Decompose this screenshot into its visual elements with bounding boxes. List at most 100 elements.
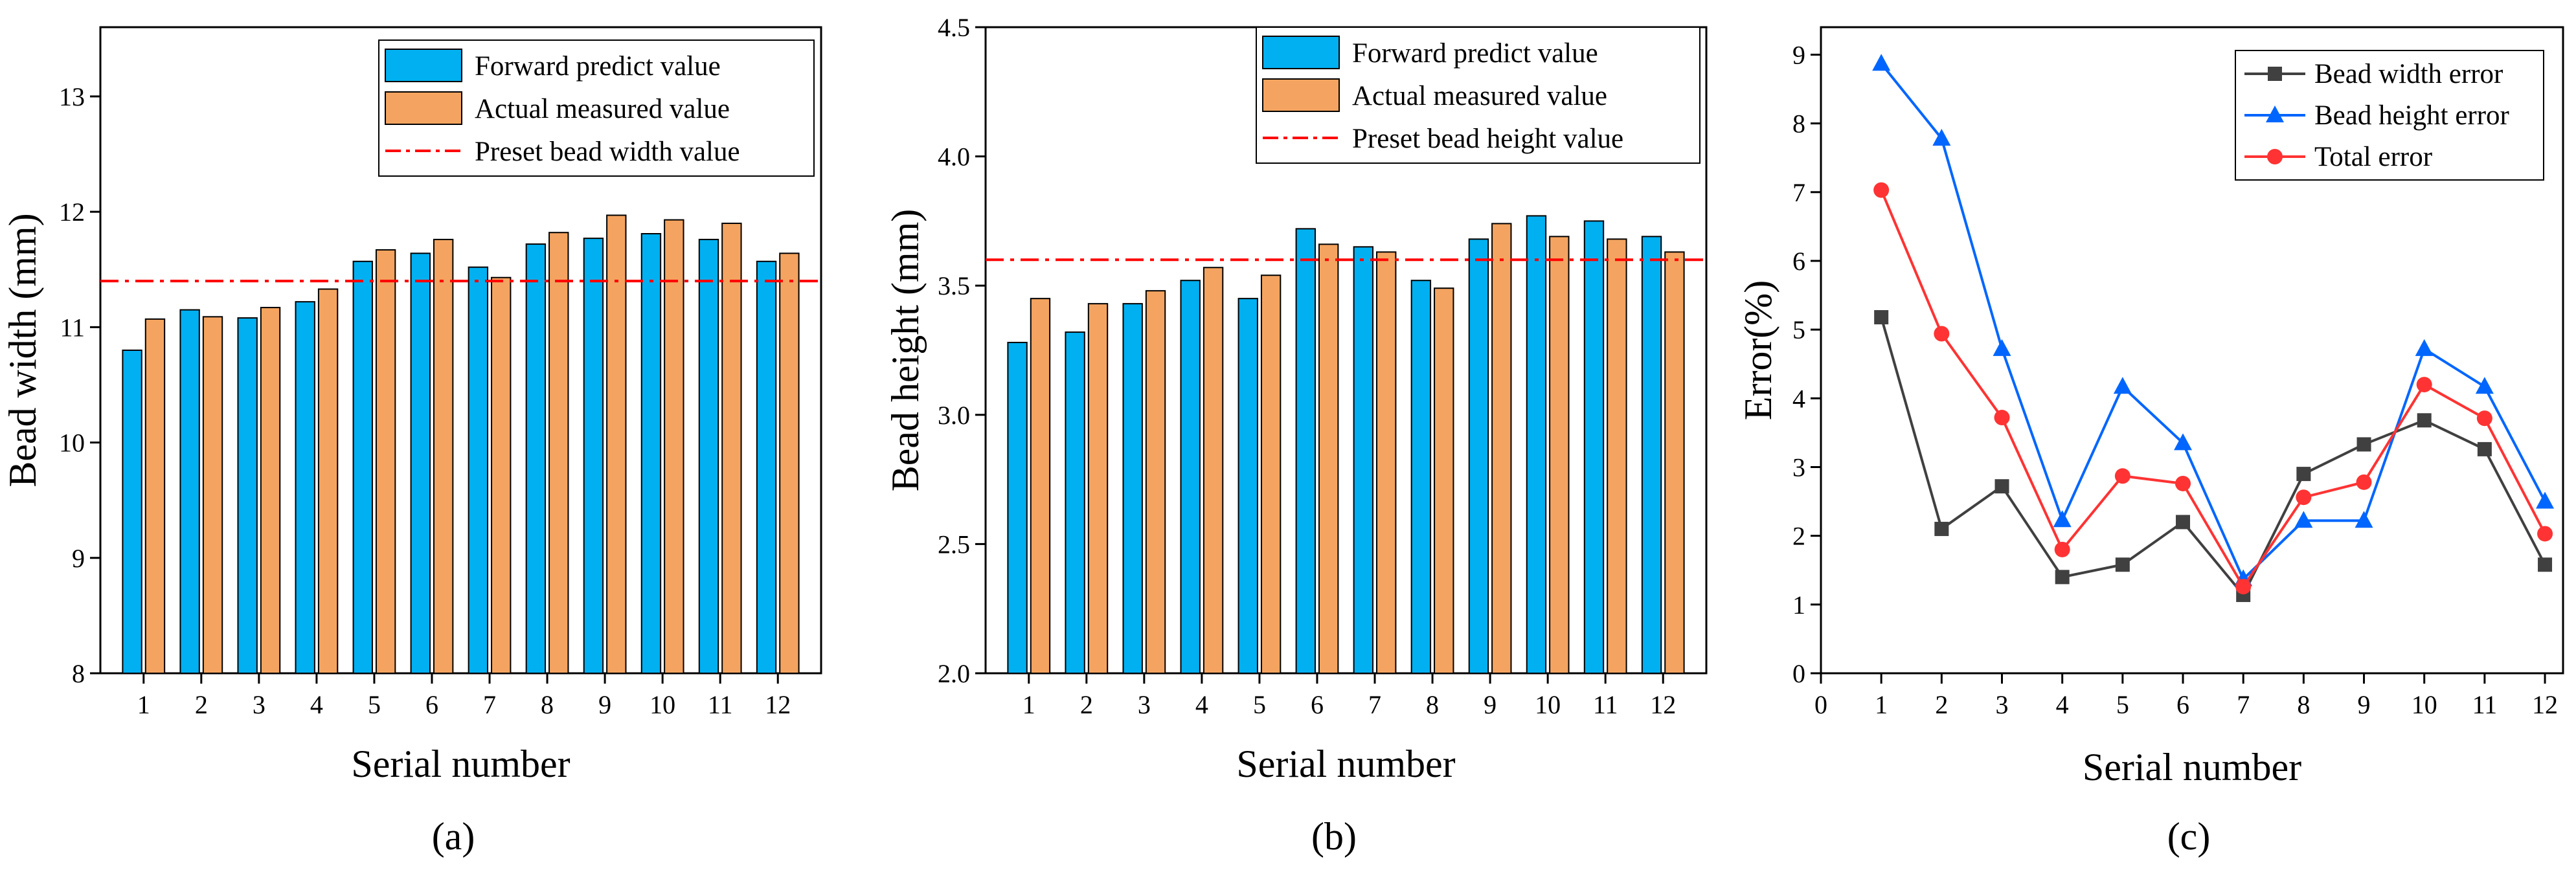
x-tick-label: 7 <box>2237 690 2250 719</box>
x-tick-label: 12 <box>2532 690 2558 719</box>
bar-predict <box>1583 220 1605 674</box>
bar-actual <box>1491 223 1512 674</box>
y-tick-label: 4.0 <box>938 142 970 172</box>
x-tick-label: 3 <box>1138 690 1151 719</box>
marker-circle <box>1934 326 1950 342</box>
bar-actual <box>317 288 339 674</box>
marker-triangle <box>2294 511 2313 528</box>
bar-predict <box>1122 303 1143 675</box>
y-tick-label: 4.5 <box>938 13 970 42</box>
x-tick-label: 4 <box>310 690 323 719</box>
y-tick-label: 11 <box>60 313 85 342</box>
legend-swatch <box>385 91 462 125</box>
x-tick-label: 4 <box>1195 690 1208 719</box>
x-tick-label: 11 <box>708 690 733 719</box>
x-tick-label: 2 <box>195 690 208 719</box>
bar-actual <box>1434 287 1454 674</box>
legend: Forward predict value Actual measured val… <box>1256 27 1700 164</box>
marker-triangle <box>2475 377 2494 394</box>
x-tick-label: 11 <box>1593 690 1618 719</box>
bar-predict <box>410 252 431 674</box>
marker-square <box>2115 557 2130 572</box>
y-tick-label: 2 <box>1792 522 1805 551</box>
marker-triangle <box>2415 339 2434 356</box>
bar-actual <box>779 252 800 674</box>
y-tick-label: 13 <box>59 82 85 111</box>
y-tick-label: 7 <box>1792 178 1805 207</box>
marker-triangle <box>1993 339 2011 356</box>
y-tick-label: 12 <box>59 197 85 227</box>
series-line-1 <box>1880 317 2546 598</box>
x-tick-label: 2 <box>1080 690 1093 719</box>
bar-actual <box>491 276 512 675</box>
y-tick-label: 9 <box>72 544 85 573</box>
bar-actual <box>1318 243 1339 674</box>
y-tick-label: 3 <box>1792 453 1805 482</box>
marker-circle <box>2114 468 2130 484</box>
x-tick-label: 1 <box>137 690 150 719</box>
x-tick-label: 5 <box>1253 690 1266 719</box>
y-tick-label: 4 <box>1792 384 1805 413</box>
marker-square <box>1874 310 1889 325</box>
bar-predict <box>1468 238 1489 674</box>
bar-actual <box>202 316 223 674</box>
x-tick-label: 5 <box>2116 690 2129 719</box>
x-tick-label: 11 <box>2472 690 2498 719</box>
x-tick-label: 1 <box>1875 690 1888 719</box>
bar-actual <box>1260 274 1282 674</box>
bar-predict <box>352 260 373 674</box>
bar-actual <box>721 222 742 674</box>
bar-predict <box>583 238 604 674</box>
legend-label: Total error <box>2314 142 2432 172</box>
bar-predict <box>1353 246 1374 674</box>
x-tick-label: 3 <box>1996 690 2009 719</box>
x-tick-label: 5 <box>368 690 381 719</box>
legend-label: Forward predict value <box>475 51 721 82</box>
marker-circle <box>2416 377 2432 393</box>
y-tick-label: 2.0 <box>938 659 970 688</box>
bar-actual <box>548 232 569 674</box>
marker-square <box>2055 570 2070 585</box>
bar-actual <box>664 219 684 674</box>
legend-label: Actual measured value <box>475 94 730 124</box>
x-tick-label: 6 <box>425 690 438 719</box>
y-tick-label: 6 <box>1792 247 1805 276</box>
y-axis-label: Error(%) <box>1737 280 1779 421</box>
x-tick-label: 9 <box>1484 690 1497 719</box>
bar-actual <box>1549 236 1570 674</box>
marker-circle <box>2296 489 2312 506</box>
marker-triangle <box>2113 377 2132 394</box>
x-tick-label: 7 <box>1368 690 1381 719</box>
x-axis-label: Serial number <box>2083 746 2301 788</box>
x-tick-label: 10 <box>2412 690 2437 719</box>
legend-label: Forward predict value <box>1352 38 1598 69</box>
marker-circle <box>2356 474 2372 490</box>
y-tick-label: 2.5 <box>938 530 970 559</box>
legend: Forward predict value Actual measured val… <box>378 39 815 177</box>
panel-label: (a) <box>432 815 475 858</box>
marker-square <box>2176 515 2191 530</box>
y-tick-label: 0 <box>1792 659 1805 688</box>
x-tick-label: 3 <box>253 690 266 719</box>
legend-label: Bead height error <box>2314 100 2509 131</box>
bar-actual <box>1607 238 1627 674</box>
y-tick-label: 3.0 <box>938 401 970 430</box>
bar-predict <box>468 266 489 674</box>
marker-square <box>1934 522 1949 537</box>
marker-circle <box>2054 541 2070 557</box>
x-tick-label: 8 <box>1426 690 1439 719</box>
bar-actual <box>606 214 627 675</box>
bar-predict <box>756 260 777 674</box>
x-tick-label: 12 <box>765 690 791 719</box>
x-tick-label: 9 <box>2358 690 2371 719</box>
panel-label: (c) <box>2167 815 2211 858</box>
marker-circle <box>2476 410 2492 427</box>
marker-triangle <box>1932 128 1951 146</box>
y-tick-label: 3.5 <box>938 271 970 300</box>
x-tick-label: 9 <box>598 690 611 719</box>
bar-actual <box>144 318 166 674</box>
x-tick-label: 8 <box>2297 690 2310 719</box>
x-tick-label: 10 <box>650 690 675 719</box>
